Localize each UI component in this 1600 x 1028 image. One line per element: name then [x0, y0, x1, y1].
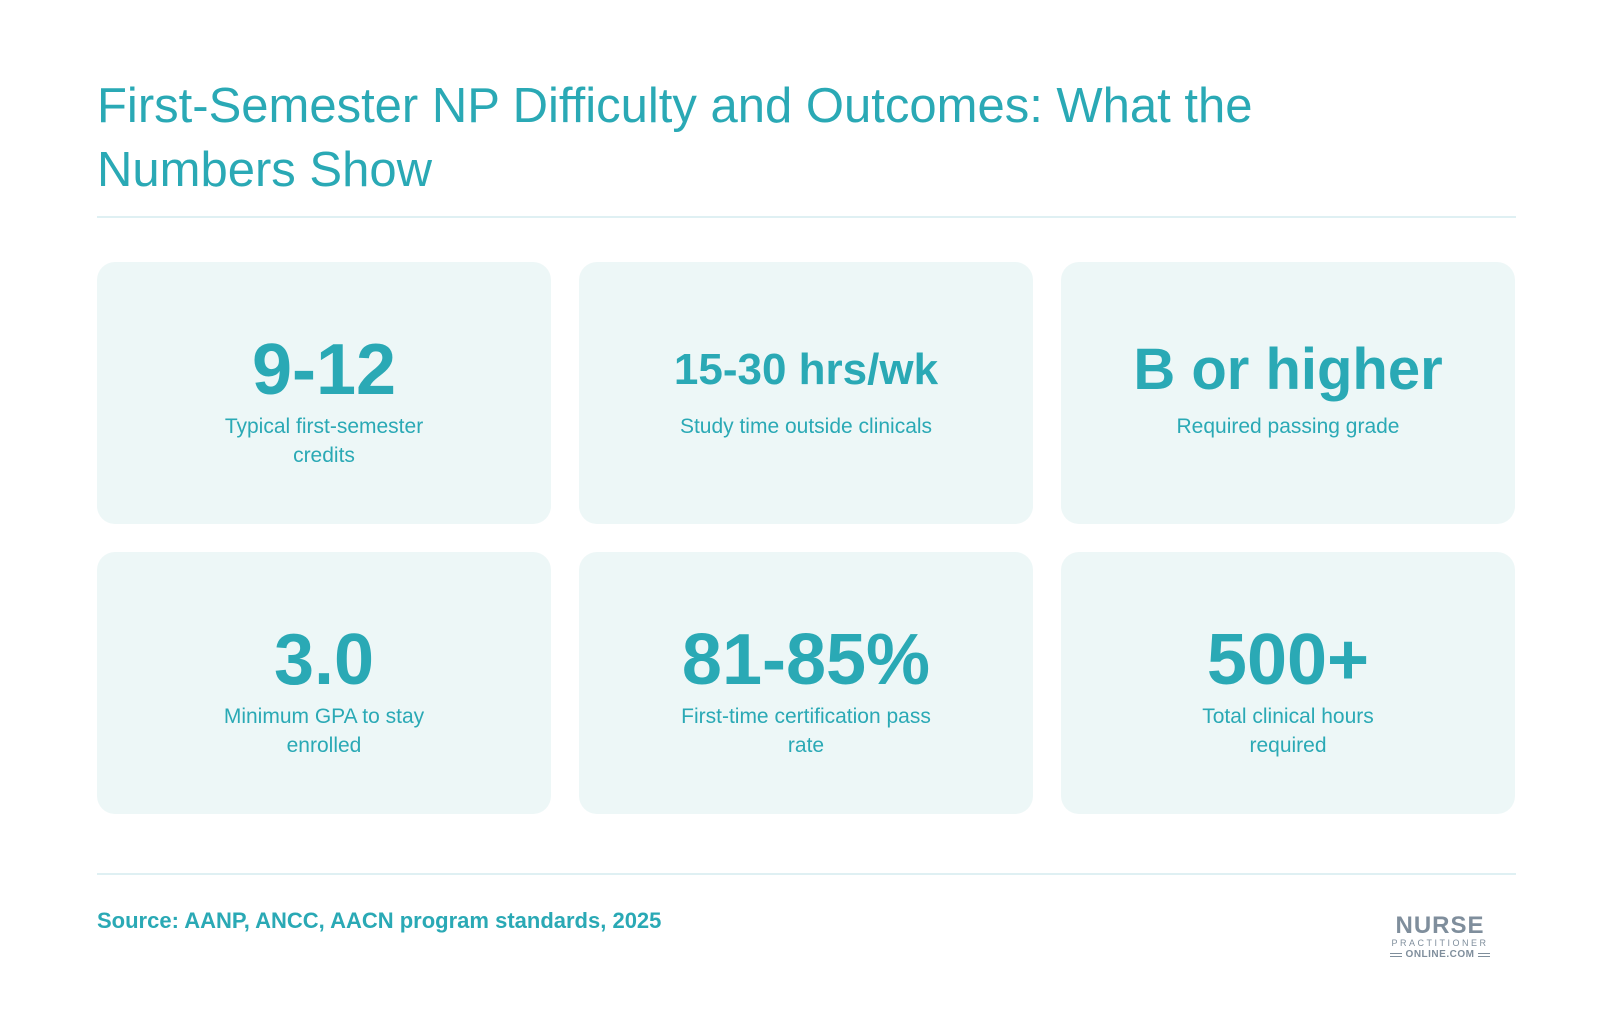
stat-label: Required passing grade: [1176, 415, 1400, 438]
logo-line-practitioner: PRACTITIONER: [1391, 938, 1489, 948]
source-note: Source: AANP, ANCC, AACN program standar…: [97, 908, 662, 933]
stat-value: 500+: [1206, 620, 1370, 700]
stat-label: Typical first-semester credits: [224, 415, 424, 467]
logo-line-online: ONLINE.COM: [1385, 949, 1495, 961]
logo-dash-right: [1478, 953, 1491, 957]
stat-label: Minimum GPA to stay enrolled: [223, 705, 425, 757]
stat-card-gpa: 3.0 Minimum GPA to stay enrolled: [97, 552, 551, 814]
stat-value: 15-30 hrs/wk: [673, 345, 939, 394]
logo-line-nurse: NURSE: [1395, 912, 1485, 939]
stats-grid: 9-12 Typical first-semester credits 15-3…: [97, 262, 1516, 814]
stat-label: Total clinical hours required: [1202, 705, 1374, 757]
stat-value: 3.0: [273, 620, 375, 700]
stat-value: B or higher: [1133, 337, 1443, 402]
stat-value: 81-85%: [681, 620, 931, 700]
page-title: First-Semester NP Difficulty and Outcome…: [97, 79, 1253, 197]
stat-label: Study time outside clinicals: [679, 415, 933, 438]
logo-dash-left: [1389, 953, 1402, 957]
stat-card-passing-grade: B or higher Required passing grade: [1061, 262, 1515, 524]
stat-card-credits: 9-12 Typical first-semester credits: [97, 262, 551, 524]
stat-card-clinical-hours: 500+ Total clinical hours required: [1061, 552, 1515, 814]
stat-label: First-time certification pass rate: [681, 705, 931, 757]
stat-card-pass-rate: 81-85% First-time certification pass rat…: [579, 552, 1033, 814]
brand-logo: NURSE PRACTITIONER ONLINE.COM: [1385, 914, 1495, 961]
header-divider: [97, 216, 1516, 218]
footer-divider: [97, 873, 1516, 875]
stat-value: 9-12: [251, 330, 397, 410]
logo-line-online-text: ONLINE.COM: [1405, 949, 1475, 960]
stat-card-study-time: 15-30 hrs/wk Study time outside clinical…: [579, 262, 1033, 524]
